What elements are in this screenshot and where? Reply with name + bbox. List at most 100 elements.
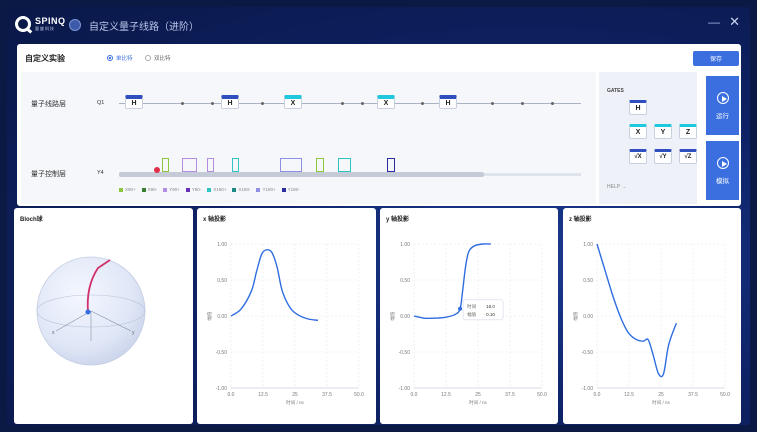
y-tick-label: 0.50	[400, 278, 410, 284]
circuit-gate-h[interactable]: H	[221, 95, 239, 109]
wire-slot[interactable]	[341, 102, 344, 105]
y-axis-label: 幅值	[572, 311, 579, 320]
legend-swatch	[119, 187, 123, 192]
palette-gate-h[interactable]: H	[629, 100, 647, 115]
x-tick-label: 50.0	[537, 392, 547, 398]
legend-label: Y180-	[287, 187, 300, 192]
legend-item: Y180-	[281, 187, 300, 192]
gates-palette: GATES H X Y Z √X √Y √Z HELP →	[599, 72, 697, 204]
z-projection-chart[interactable]: 1.00 0.50 0.00 -0.50 -1.000.0 12.5 25 37.5 50.0 时…	[563, 222, 741, 422]
pulse-start-marker[interactable]	[154, 167, 160, 173]
bloch-title: Bloch球	[20, 217, 43, 223]
logo-subtext: 量旋科技	[35, 26, 55, 31]
save-button[interactable]: 保存	[693, 51, 739, 66]
palette-gate-sqrt-z[interactable]: √Z	[679, 149, 697, 164]
experiment-header: 自定义实验 单比特 双比特 保存	[17, 44, 741, 71]
wire-slot[interactable]	[491, 102, 494, 105]
pulse-scrollbar[interactable]	[119, 172, 484, 177]
legend-item: Y180+	[256, 187, 276, 192]
palette-gate-sqrt-x[interactable]: √X	[629, 149, 647, 164]
pulse-y180m[interactable]	[387, 158, 395, 172]
circuit-gate-h[interactable]: H	[439, 95, 457, 109]
legend-swatch	[281, 187, 286, 192]
z-projection-card: z 轴投影 1.00 0.50 0.00 -0.50 -1.00 0.0 12.5 25 37.…	[563, 208, 741, 424]
legend-item: Y90+	[163, 187, 180, 192]
circuit-gate-x[interactable]: X	[284, 95, 302, 109]
bloch-axis-x: x	[52, 330, 55, 336]
y-tick-label: 0.00	[583, 314, 593, 320]
x-tick-label: 12.5	[624, 392, 634, 398]
tooltip-time-label: 时间	[467, 303, 476, 310]
y-projection-chart[interactable]: 1.00 0.50 0.00 -0.50 -1.000.0 12.5 25 37.5 50.0 时…	[380, 222, 558, 422]
y-axis-label: 幅值	[389, 311, 396, 320]
wire-slot[interactable]	[361, 102, 364, 105]
experiment-title: 自定义实验	[25, 54, 65, 63]
wire-slot[interactable]	[181, 102, 184, 105]
wire-slot[interactable]	[261, 102, 264, 105]
legend-item: X90-	[141, 187, 157, 192]
pulse-x180p[interactable]	[338, 158, 351, 172]
control-qubit-label: Y4	[97, 170, 104, 176]
bloch-sphere[interactable]: x y	[36, 246, 166, 376]
gates-title: GATES	[607, 88, 624, 94]
legend-swatch	[141, 187, 146, 192]
pulse-x90p[interactable]	[162, 158, 169, 172]
wire-slot[interactable]	[551, 102, 554, 105]
pulse-y180p[interactable]	[280, 158, 302, 172]
x-projection-chart[interactable]: 1.00 0.50 0.00 -0.50 -1.000.0 12.5 25 37.5 50.0 时…	[197, 222, 376, 422]
x-tick-label: 0.0	[594, 392, 601, 398]
wire-slot[interactable]	[211, 102, 214, 105]
simulate-label: 模拟	[716, 178, 729, 185]
series-line	[413, 243, 491, 320]
palette-gate-z[interactable]: Z	[679, 124, 697, 139]
experiment-panel: 自定义实验 单比特 双比特 保存 量子线路层 Q1 H	[17, 44, 741, 206]
y-tick-label: -1.00	[582, 386, 594, 392]
close-button[interactable]: ✕	[729, 14, 740, 29]
pulse-x90p[interactable]	[316, 158, 324, 172]
y-tick-label: 1.00	[217, 242, 227, 248]
pulse-x180p[interactable]	[232, 158, 239, 172]
wire-slot[interactable]	[421, 102, 424, 105]
bloch-axis-y: y	[132, 330, 135, 336]
x-tick-label: 12.5	[441, 392, 451, 398]
simulate-button[interactable]: 模拟	[706, 141, 739, 200]
logo-q-icon	[15, 16, 31, 32]
palette-gate-x[interactable]: X	[629, 124, 647, 139]
x-axis-label: 时间 / ns	[652, 399, 670, 406]
x-tick-label: 25	[292, 392, 298, 398]
tooltip-time-value: 18.0	[486, 304, 495, 309]
help-link[interactable]: HELP →	[607, 184, 627, 190]
pulse-y90p[interactable]	[182, 158, 197, 172]
legend-label: Y90-	[191, 187, 202, 192]
double-qubit-radio[interactable]: 双比特	[145, 54, 171, 62]
legend-label: X180-	[238, 187, 251, 192]
y-axis-line	[90, 310, 132, 332]
spinq-logo: SPINQ 量旋科技	[15, 16, 65, 34]
tooltip-amp-label: 幅值	[467, 311, 476, 318]
legend-label: X90+	[125, 187, 136, 192]
y-tick-label: 1.00	[583, 242, 593, 248]
x-projection-card: x 轴投影 1.00 0.50 0.00 -0.50 -1.00 0.0 12.5 25 37.…	[197, 208, 376, 424]
qubit-label: Q1	[97, 100, 105, 106]
palette-gate-y[interactable]: Y	[654, 124, 672, 139]
x-axis-line	[55, 310, 92, 332]
circuit-gate-h[interactable]: H	[125, 95, 143, 109]
palette-gate-sqrt-y[interactable]: √Y	[654, 149, 672, 164]
z-projection-title: z 轴投影	[569, 217, 592, 223]
run-button[interactable]: 运行	[706, 76, 739, 135]
circuit-gate-x[interactable]: X	[377, 95, 395, 109]
pulse-legend: X90+ X90- Y90+ Y90- X180+ X180- Y180+ Y1…	[119, 187, 300, 192]
state-trajectory	[86, 259, 111, 313]
legend-label: Y90+	[169, 187, 180, 192]
minimize-button[interactable]: —	[708, 15, 720, 29]
pulse-y90p[interactable]	[207, 158, 214, 172]
circuit-editor[interactable]: 量子线路层 Q1 H H X X H 量子控制层 Y4	[21, 72, 596, 204]
legend-item: X180+	[207, 187, 226, 192]
tooltip-box	[462, 299, 504, 321]
y-tick-label: -0.50	[399, 350, 411, 356]
wire-slot[interactable]	[521, 102, 524, 105]
x-tick-label: 0.0	[228, 392, 235, 398]
x-tick-label: 0.0	[411, 392, 418, 398]
single-qubit-radio[interactable]: 单比特	[107, 54, 133, 62]
legend-swatch	[232, 187, 237, 192]
